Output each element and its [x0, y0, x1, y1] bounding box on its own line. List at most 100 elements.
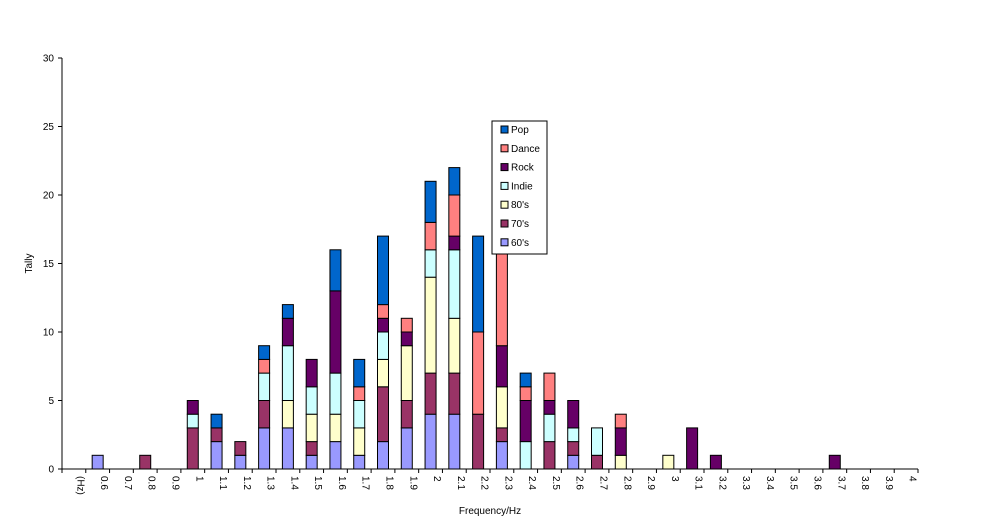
x-tick-label: 2.2 — [479, 476, 490, 490]
x-tick-label: 1.2 — [241, 476, 252, 490]
x-tick-label: 2.4 — [526, 476, 537, 490]
bar-segment-pop-15 — [424, 180, 437, 223]
bar-segment-60s-6 — [210, 441, 223, 470]
legend-swatch — [500, 238, 509, 247]
y-tick-label: 0 — [48, 465, 54, 476]
bar-segment-indie-13 — [377, 331, 389, 360]
legend-swatch — [500, 125, 509, 134]
bar-segment-60s-12 — [353, 454, 366, 470]
bar-segment-indie-5 — [186, 413, 199, 429]
x-tick-label: 1.6 — [336, 476, 347, 490]
legend: Pop Dance Rock Indie 80's 70's 60's — [491, 120, 548, 255]
x-tick-label: 2.8 — [621, 476, 632, 490]
bar-segment-70s-22 — [591, 454, 603, 470]
bar-segment-rock-11 — [329, 290, 342, 374]
bar-segment-indie-12 — [353, 400, 366, 429]
legend-label: Dance — [511, 144, 540, 155]
bar-segment-pop-8 — [258, 345, 271, 360]
bar-segment-80s-14 — [400, 345, 413, 402]
x-tick-label: 2.9 — [645, 476, 656, 490]
x-tick-label: 2.3 — [502, 476, 513, 490]
bar-segment-60s-18 — [495, 441, 508, 470]
bar-segment-rock-21 — [567, 400, 580, 429]
bar-segment-dance-12 — [353, 386, 366, 401]
bar-segment-rock-18 — [495, 345, 508, 388]
bar-segment-pop-9 — [281, 304, 294, 319]
x-tick-label: 2 — [431, 476, 442, 482]
bar-segment-rock-23 — [614, 427, 627, 456]
bar-segment-70s-21 — [567, 441, 580, 456]
bar-segment-60s-8 — [258, 427, 271, 470]
bar-segment-pop-17 — [472, 235, 485, 333]
x-tick-label: 1.9 — [407, 476, 418, 490]
bar-segment-70s-7 — [234, 441, 247, 456]
x-tick-label: 3.6 — [812, 476, 823, 490]
bar-segment-rock-20 — [543, 400, 556, 415]
bar-segment-70s-5 — [186, 427, 199, 470]
x-tick-label: 0.7 — [122, 476, 133, 490]
x-tick-label: 3.8 — [859, 476, 870, 490]
bar-segment-dance-17 — [472, 331, 485, 415]
bar-segment-70s-6 — [210, 427, 223, 443]
x-tick-label: 3.2 — [716, 476, 727, 490]
y-tick-labels: 0 5 10 15 20 25 30 — [43, 54, 55, 476]
bar-segment-pop-13 — [377, 235, 389, 306]
bar-segment-60s-13 — [377, 441, 389, 470]
x-tick-label: 1 — [193, 476, 204, 482]
x-tick-label: 3.3 — [740, 476, 751, 490]
x-tick-label: 1.1 — [217, 476, 228, 490]
bar-segment-80s-18 — [495, 386, 508, 429]
x-tick-label: 1.8 — [384, 476, 395, 490]
bar-segment-60s-7 — [234, 454, 247, 470]
bar-segment-80s-15 — [424, 276, 437, 374]
legend-swatch — [500, 200, 509, 209]
axes-layer — [58, 57, 919, 473]
y-tick-label: 10 — [43, 328, 55, 339]
x-tick-label: 1.7 — [360, 476, 371, 490]
x-tick-label: 3.1 — [693, 476, 704, 490]
bar-segment-rock-19 — [519, 400, 532, 443]
y-tick-label: 30 — [43, 54, 55, 65]
x-tick-labels: (Hz) 0.6 0.7 0.8 0.9 1 1.1 1.2 1.3 1.4 1.5 1.6 1.7 1.… — [74, 476, 917, 495]
bar-segment-rock-10 — [305, 358, 318, 388]
legend-label: Pop — [511, 125, 529, 136]
x-tick-label: 2.7 — [598, 476, 609, 490]
bar-segment-80s-23 — [614, 454, 627, 470]
bar-segment-pop-11 — [329, 249, 342, 292]
bar-segment-80s-12 — [353, 427, 366, 456]
bar-segment-rock-16 — [448, 235, 461, 251]
bar-segment-dance-18 — [495, 249, 508, 347]
bar-segment-dance-14 — [400, 317, 413, 333]
legend-label: Indie — [511, 181, 533, 192]
y-tick-label: 15 — [43, 259, 55, 270]
x-tick-label: 0.6 — [98, 476, 109, 490]
x-tick-label: (Hz) — [74, 476, 85, 495]
bar-segment-indie-8 — [258, 372, 271, 402]
bar-segment-dance-19 — [519, 386, 532, 401]
y-tick-label: 20 — [43, 191, 55, 202]
bar-segment-70s-17 — [472, 413, 485, 470]
legend-swatch — [500, 144, 509, 153]
y-axis-title: Tally — [24, 253, 35, 273]
x-tick-label: 0.8 — [146, 476, 157, 490]
legend-label: Rock — [511, 163, 535, 174]
x-tick-label: 2.6 — [574, 476, 585, 490]
bar-segment-60s-9 — [281, 427, 294, 470]
bar-segment-indie-15 — [424, 249, 437, 278]
x-tick-label: 2.1 — [455, 476, 466, 490]
bar-segment-70s-20 — [543, 441, 556, 470]
bar-segment-70s-3 — [139, 454, 152, 470]
bar-segment-rock-27 — [709, 454, 722, 470]
bar-segment-rock-26 — [686, 427, 699, 470]
bar-segment-70s-18 — [495, 427, 508, 443]
bar-segment-rock-9 — [281, 317, 294, 347]
bar-segment-indie-16 — [448, 249, 461, 319]
x-tick-label: 1.4 — [288, 476, 299, 490]
bar-segment-rock-14 — [400, 331, 413, 347]
bar-segment-60s-14 — [400, 427, 413, 470]
bar-segment-pop-16 — [448, 167, 461, 196]
bar-segment-80s-16 — [448, 317, 461, 374]
x-tick-label: 4 — [907, 476, 918, 482]
bar-segment-70s-10 — [305, 441, 318, 456]
legend-label: 60's — [511, 238, 529, 249]
